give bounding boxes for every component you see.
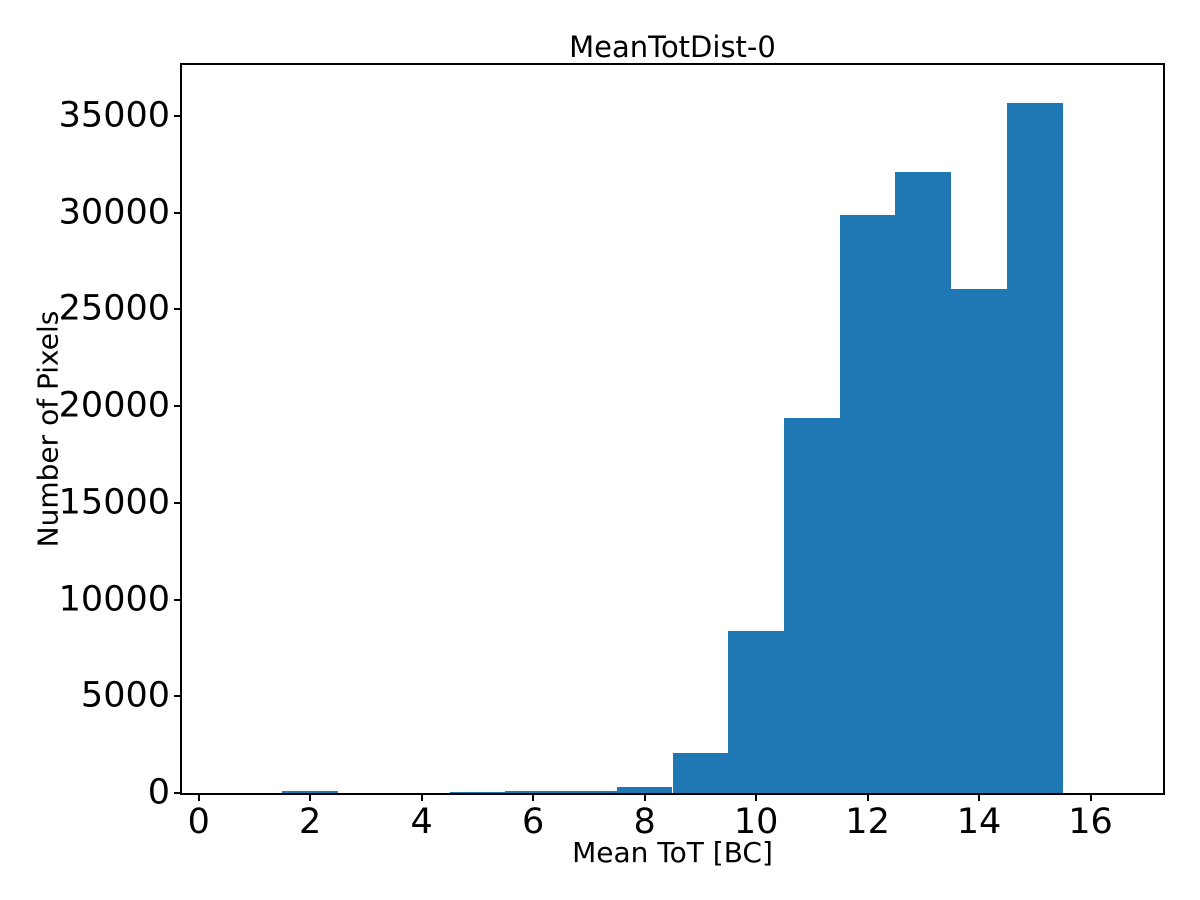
histogram-bar xyxy=(951,288,1007,793)
y-tick-label: 15000 xyxy=(58,482,170,523)
x-tick-label: 8 xyxy=(633,802,656,842)
histogram-bar xyxy=(1006,102,1063,793)
x-tick-mark xyxy=(532,795,535,801)
y-axis-label: Number of Pixels xyxy=(31,310,64,548)
y-tick-mark xyxy=(174,598,180,601)
x-tick-label: 16 xyxy=(1068,802,1113,842)
x-tick-label: 2 xyxy=(299,802,322,842)
y-tick-label: 0 xyxy=(147,772,170,813)
y-tick-mark xyxy=(174,501,180,504)
histogram-bar xyxy=(895,171,952,793)
histogram-bar xyxy=(561,790,617,793)
x-tick-label: 4 xyxy=(410,802,433,842)
y-tick-mark xyxy=(174,792,180,794)
chart-title: MeanTotDist-0 xyxy=(569,30,776,64)
x-tick-mark xyxy=(755,795,758,801)
histogram-bar xyxy=(672,752,729,793)
histogram-bar xyxy=(505,791,562,793)
x-tick-mark xyxy=(866,795,869,801)
histogram-bar xyxy=(728,630,784,793)
x-tick-mark xyxy=(1089,795,1092,801)
x-axis-label: Mean ToT [BC] xyxy=(572,836,773,869)
histogram-bar xyxy=(282,791,339,793)
y-tick-label: 10000 xyxy=(58,579,170,620)
x-tick-mark xyxy=(309,795,312,801)
plot-area: 0 2 4 6 8 10 12 14 16 0 5000 10000 15000 20000 25000 30… xyxy=(59,65,1163,840)
x-tick-label: 6 xyxy=(522,802,545,842)
x-tick-label: 10 xyxy=(733,802,779,842)
x-tick-mark xyxy=(197,795,200,801)
x-tick-label: 0 xyxy=(187,802,210,842)
y-tick-label: 35000 xyxy=(58,95,170,136)
y-tick-label: 30000 xyxy=(58,192,170,233)
y-tick-label: 25000 xyxy=(58,288,170,329)
x-tick-mark xyxy=(643,795,646,801)
y-axis-label-wrap: Number of Pixels xyxy=(20,65,76,793)
y-tick-mark xyxy=(174,211,180,214)
x-tick-mark xyxy=(978,795,981,801)
histogram-bar xyxy=(839,214,896,793)
x-tick-label: 12 xyxy=(845,802,890,842)
histogram-bar xyxy=(783,417,840,793)
y-tick-mark xyxy=(174,405,180,408)
histogram-bar xyxy=(616,787,673,793)
x-tick-mark xyxy=(420,795,423,801)
y-tick-mark xyxy=(174,308,180,311)
y-tick-mark xyxy=(174,695,180,698)
x-tick-label: 14 xyxy=(956,802,1002,842)
y-tick-label: 5000 xyxy=(80,675,170,716)
y-tick-label: 20000 xyxy=(58,385,170,426)
y-tick-mark xyxy=(174,115,180,118)
histogram-bar xyxy=(449,791,506,793)
